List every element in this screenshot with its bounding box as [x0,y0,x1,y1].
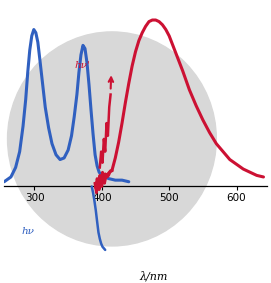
X-axis label: λ/nm: λ/nm [140,271,168,281]
Text: hν: hν [21,227,34,236]
Text: hν': hν' [75,61,91,70]
Ellipse shape [8,32,216,246]
